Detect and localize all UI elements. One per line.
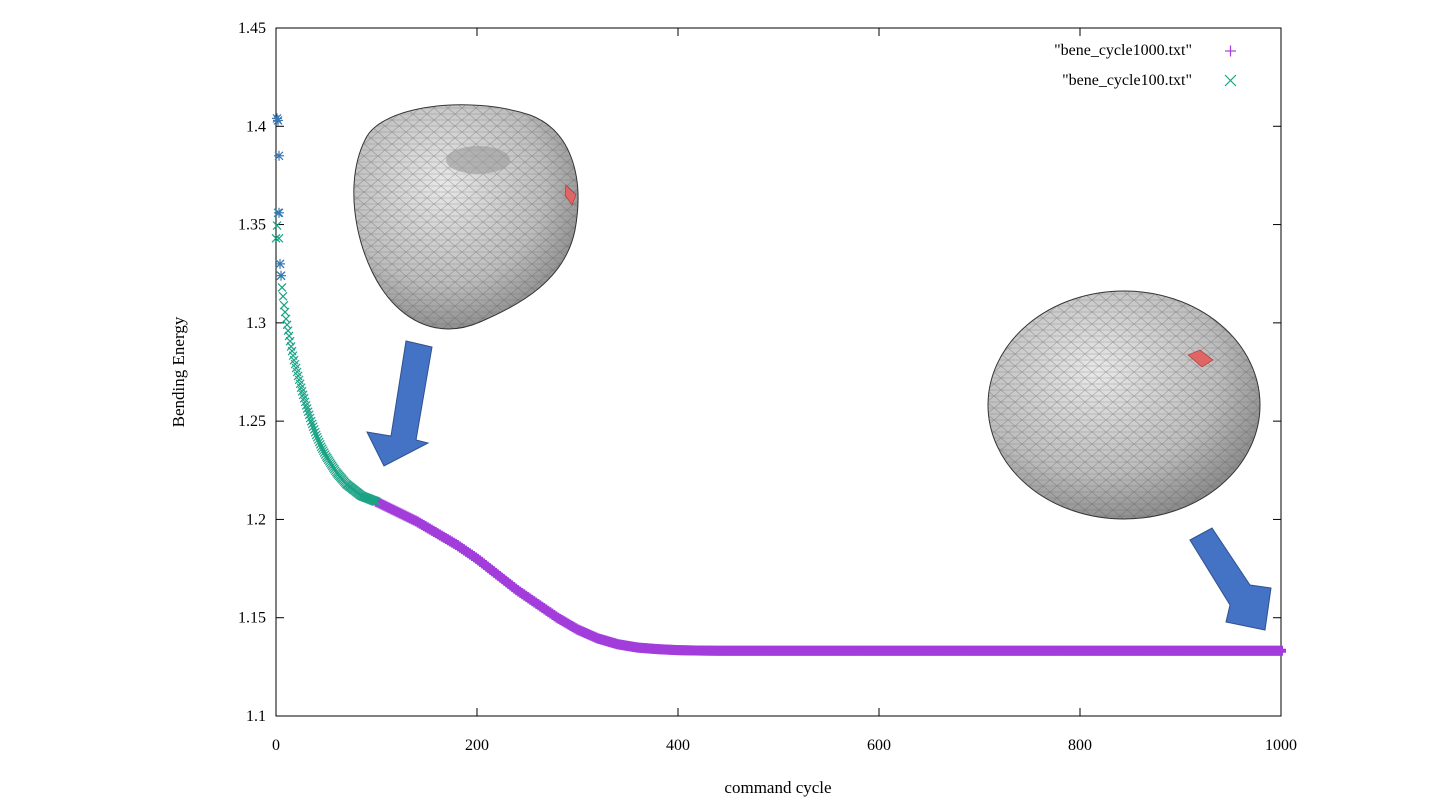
data-point-cross (317, 444, 327, 454)
arrow-to-final-curve (1189, 527, 1272, 631)
data-point-cross (300, 397, 310, 407)
data-point-cross (306, 416, 316, 426)
data-point-cross (319, 448, 329, 458)
data-point-cross (315, 439, 325, 449)
legend-label-cycle100: "bene_cycle100.txt" (1062, 72, 1192, 89)
legend: "bene_cycle1000.txt" "bene_cycle100.txt" (1054, 42, 1237, 89)
data-point-cross (372, 497, 381, 507)
data-point-cross (284, 331, 294, 341)
data-point-cross (283, 326, 293, 336)
data-point-cross (308, 422, 318, 432)
y-axis-ticks: 1.1 1.15 1.2 1.25 1.3 1.35 1.4 1.45 (238, 20, 1281, 725)
series-2 (271, 208, 381, 507)
data-point-cross (294, 375, 304, 385)
y-tick-label: 1.15 (238, 610, 266, 627)
data-point-cross (278, 291, 288, 301)
data-point-cross (304, 410, 314, 420)
data-point-cross (289, 355, 299, 365)
series-3 (272, 113, 287, 281)
data-point-cross (295, 379, 305, 389)
data-point-cross (314, 437, 324, 447)
x-tick-label: 0 (272, 737, 280, 754)
data-point-cross (305, 413, 315, 423)
data-point-star (272, 113, 282, 123)
legend-marker-plus (1225, 45, 1236, 57)
data-point-cross (271, 233, 281, 243)
data-point-cross (272, 221, 282, 230)
x-axis-label: command cycle (724, 778, 831, 797)
y-tick-label: 1.45 (238, 20, 266, 37)
data-point-cross (292, 367, 302, 377)
data-point-star (276, 271, 286, 281)
arrow-to-initial-curve (366, 340, 433, 467)
data-point-cross (293, 371, 303, 381)
x-tick-label: 1000 (1265, 737, 1297, 754)
data-point-star (273, 115, 283, 125)
legend-marker-cross (1224, 74, 1237, 87)
data-point-cross (310, 427, 320, 437)
x-axis-ticks: 0 200 400 600 800 1000 (272, 28, 1297, 754)
data-point-cross (288, 351, 298, 361)
data-series (271, 113, 1286, 656)
data-point-cross (274, 233, 284, 243)
vesicle-mesh-image-initial (353, 104, 579, 330)
legend-label-cycle1000: "bene_cycle1000.txt" (1054, 42, 1192, 59)
data-point-star (275, 259, 285, 269)
x-tick-label: 800 (1068, 737, 1092, 754)
data-point-cross (316, 442, 326, 452)
data-point-cross (313, 435, 323, 445)
data-point-star (274, 208, 284, 218)
data-point-cross (301, 400, 311, 410)
data-point-cross (285, 336, 295, 346)
data-point-cross (302, 404, 312, 413)
data-point-cross (291, 363, 301, 373)
data-point-cross (297, 386, 307, 396)
y-tick-label: 1.1 (246, 708, 266, 725)
plot-frame (275, 27, 1282, 717)
data-point-cross (277, 283, 287, 292)
data-point-cross (309, 424, 319, 434)
y-tick-label: 1.3 (246, 315, 266, 332)
y-tick-label: 1.25 (238, 413, 266, 430)
data-point-cross (307, 419, 317, 429)
x-tick-label: 600 (867, 737, 891, 754)
y-tick-label: 1.35 (238, 217, 266, 234)
x-tick-label: 200 (465, 737, 489, 754)
y-tick-label: 1.4 (246, 118, 266, 135)
data-point-cross (303, 407, 313, 417)
data-point-cross (318, 446, 328, 456)
data-point-cross (311, 430, 321, 440)
data-point-cross (312, 432, 322, 442)
data-point-star (274, 151, 284, 161)
data-point-cross (296, 383, 306, 393)
data-point-cross (298, 390, 308, 400)
data-point-cross (290, 359, 300, 369)
data-point-cross (286, 342, 296, 351)
vesicle-mesh-image-final (987, 290, 1261, 520)
data-point-cross (299, 393, 309, 403)
x-tick-label: 400 (666, 737, 690, 754)
series-1 (371, 496, 1286, 656)
y-axis-label: Bending Energy (169, 316, 188, 427)
data-point-cross (320, 450, 330, 459)
y-tick-label: 1.2 (246, 511, 266, 528)
data-point-cross (287, 346, 297, 356)
